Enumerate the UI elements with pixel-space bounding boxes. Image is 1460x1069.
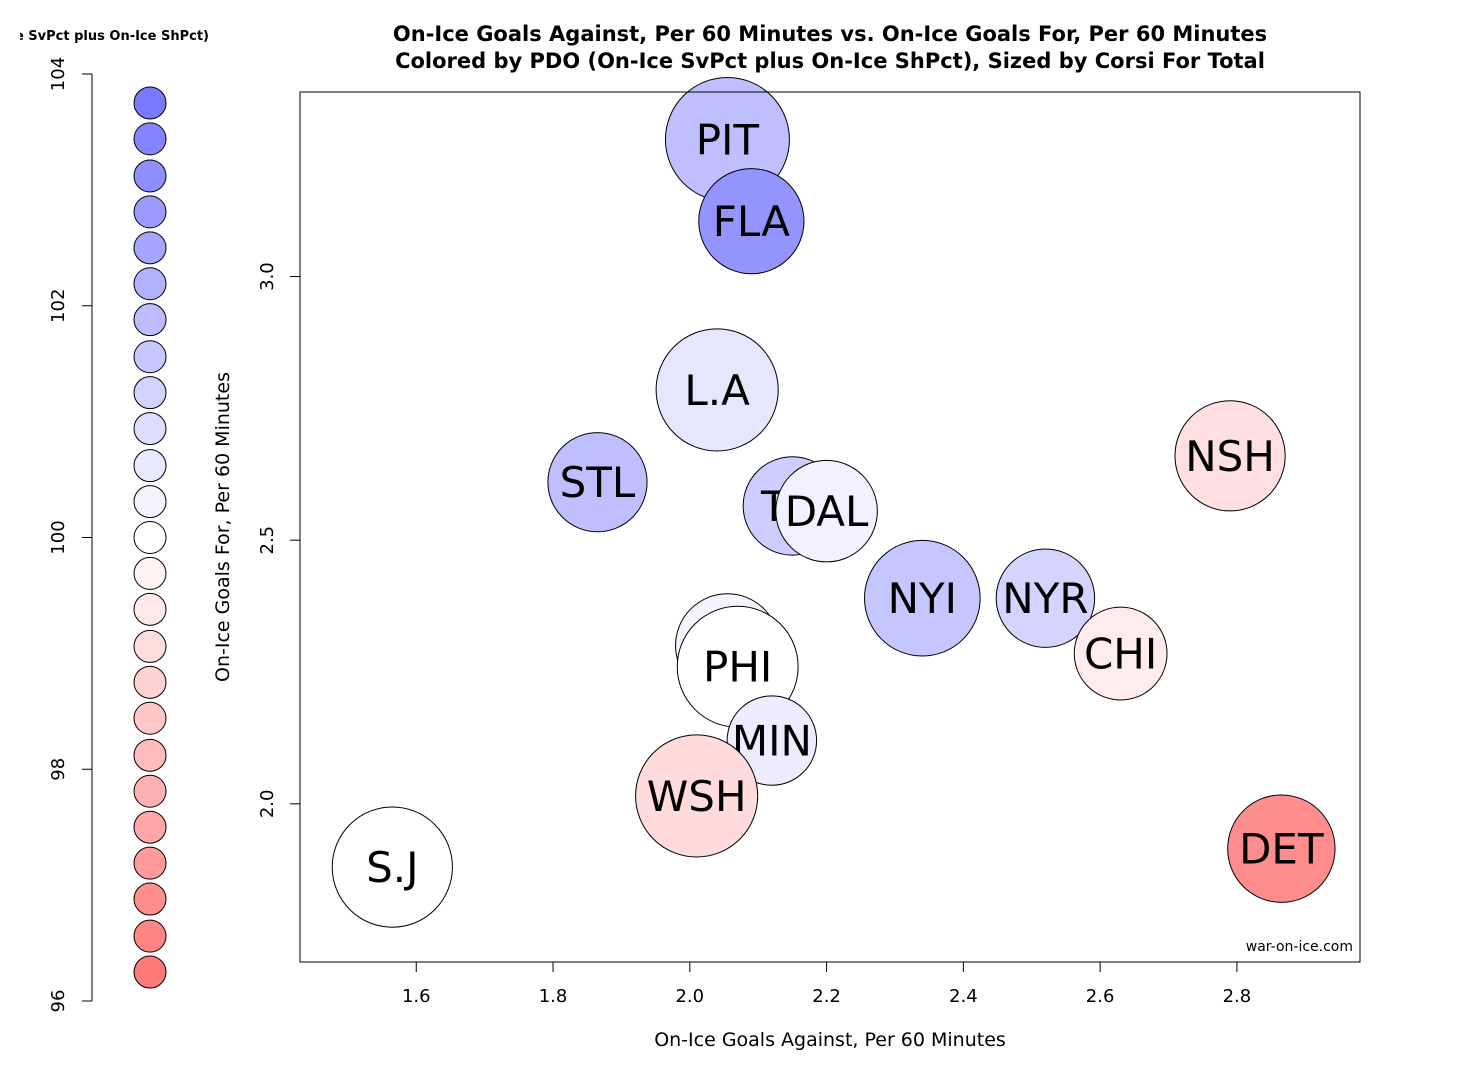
legend-swatch [133, 376, 167, 410]
legend-swatch [133, 159, 167, 193]
bubble-sj: S.J [331, 806, 453, 928]
y-tick-label: 2.0 [257, 789, 278, 818]
x-tick-label: 1.6 [402, 986, 431, 1007]
bubble-circle [698, 168, 805, 275]
legend-tick-label: 100 [48, 520, 69, 554]
bubble-label: MIN [732, 717, 812, 766]
bubble-circle [863, 539, 981, 657]
legend-swatch [133, 122, 167, 156]
x-tick-label: 2.4 [949, 986, 978, 1007]
legend-swatch [133, 701, 167, 735]
legend-swatch [133, 738, 167, 772]
x-axis-ticks: 1.6 1.8 2.0 2.2 2.4 2.6 2.8 [402, 962, 1251, 1007]
x-axis-label: On-Ice Goals Against, Per 60 Minutes [654, 1029, 1006, 1051]
legend-tick-label: 104 [48, 57, 69, 91]
legend-swatch [133, 846, 167, 880]
legend-swatch [133, 629, 167, 663]
legend-swatch [133, 86, 167, 120]
bubble-label: CHI [1084, 630, 1157, 679]
x-tick-label: 2.8 [1223, 986, 1252, 1007]
bubble-nyi: NYI [863, 539, 981, 657]
bubble-det: DET [1227, 794, 1336, 903]
bubble-chi: CHI [1073, 606, 1168, 701]
bubble-min: MIN [726, 695, 818, 786]
bubble-label: PHI [703, 643, 772, 692]
bubble-label: NYI [888, 574, 957, 623]
legend-swatches [133, 86, 167, 989]
legend-swatch [133, 521, 167, 554]
legend-swatch [133, 340, 167, 374]
bubble-circle [1227, 794, 1336, 903]
bubble-circle [331, 806, 453, 928]
bubble-label: L.A [684, 366, 750, 415]
bubble-nsh: NSH [1174, 400, 1286, 512]
bubble-circle [1073, 606, 1168, 701]
chart-title-line1: On-Ice Goals Against, Per 60 Minutes vs.… [393, 22, 1267, 46]
legend-ticks: 96 98 100 102 104 [48, 57, 92, 1013]
legend-swatch [133, 303, 167, 337]
legend-tick-label: 98 [48, 758, 69, 781]
legend-swatch [133, 267, 167, 301]
plot-area: PITFLAL.ASTLT.BDALNYINYRCHINSHANAPHIMINW… [257, 76, 1361, 1007]
legend-swatch [133, 774, 167, 808]
legend-swatch [133, 412, 167, 446]
legend-swatch [133, 919, 167, 953]
bubble-label: WSH [647, 772, 747, 821]
bubble-circle [775, 459, 878, 563]
bubble-circle [547, 432, 648, 533]
legend-swatch [133, 449, 167, 483]
bubble-circle [635, 734, 759, 858]
legend-title: PDO (On-Ice SvPct plus On-Ice ShPct) [0, 29, 209, 44]
bubble-circle [726, 695, 818, 786]
bubble-label: NYR [1002, 574, 1088, 623]
legend-swatch [133, 195, 167, 229]
bubble-label: S.J [366, 843, 418, 892]
chart-title-line2: Colored by PDO (On-Ice SvPct plus On-Ice… [395, 49, 1265, 73]
bubbles: PITFLAL.ASTLT.BDALNYINYRCHINSHANAPHIMINW… [331, 76, 1336, 928]
y-axis-ticks: 2.0 2.5 3.0 [257, 262, 300, 818]
legend-swatch [133, 955, 167, 989]
bubble-fla: FLA [698, 168, 805, 275]
y-tick-label: 3.0 [257, 262, 278, 291]
legend-swatch [133, 882, 167, 916]
legend-tick-label: 96 [48, 990, 69, 1013]
pdo-color-legend: PDO (On-Ice SvPct plus On-Ice ShPct) 969… [0, 29, 209, 1013]
bubble-dal: DAL [775, 459, 878, 563]
bubble-circle [655, 328, 779, 452]
legend-swatch [133, 556, 167, 590]
bubble-stl: STL [547, 432, 648, 533]
y-axis-label: On-Ice Goals For, Per 60 Minutes [212, 372, 234, 682]
bubble-la: L.A [655, 328, 779, 452]
x-tick-label: 2.0 [675, 986, 704, 1007]
legend-swatch [133, 665, 167, 699]
legend-swatch [133, 592, 167, 626]
bubble-label: DAL [785, 487, 869, 536]
plot-frame [299, 91, 1361, 963]
bubble-label: PIT [696, 115, 760, 164]
bubble-label: STL [560, 458, 636, 507]
legend-swatch [133, 810, 167, 844]
bubble-nyr: NYR [995, 548, 1096, 648]
bubble-label: DET [1239, 825, 1324, 874]
y-tick-label: 2.5 [257, 526, 278, 555]
x-tick-label: 1.8 [539, 986, 568, 1007]
bubble-circle [995, 548, 1096, 648]
bubble-circle [1174, 400, 1286, 512]
legend-swatch [133, 485, 167, 519]
x-tick-label: 2.6 [1086, 986, 1115, 1007]
bubble-label: NSH [1185, 432, 1275, 481]
bubble-wsh: WSH [635, 734, 759, 858]
x-tick-label: 2.2 [812, 986, 841, 1007]
bubble-label: FLA [713, 197, 791, 246]
legend-swatch [133, 231, 167, 265]
legend-tick-label: 102 [48, 289, 69, 323]
credit-text: war-on-ice.com [1246, 939, 1353, 955]
